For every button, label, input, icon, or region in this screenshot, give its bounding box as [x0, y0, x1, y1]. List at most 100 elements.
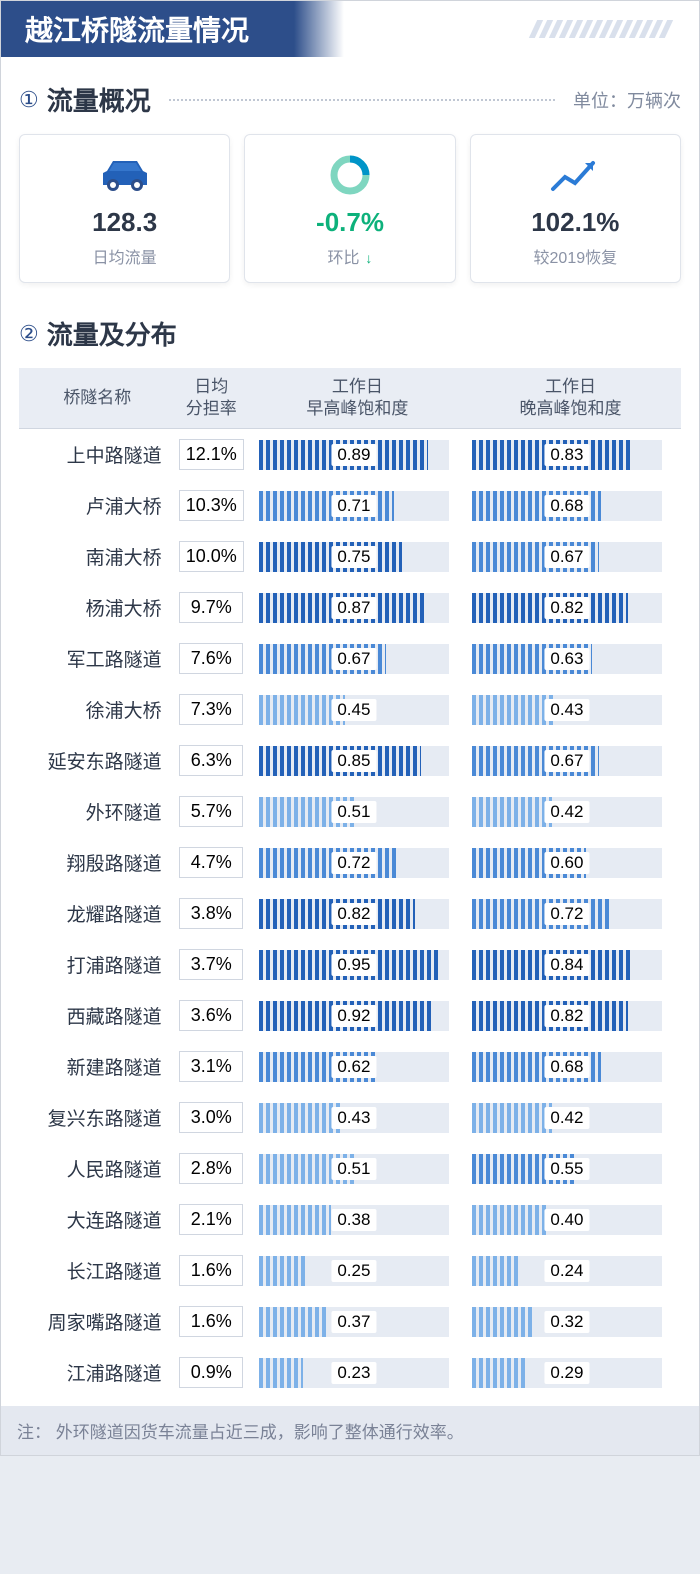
- saturation-bar: 0.38: [259, 1205, 449, 1235]
- bar-value: 0.68: [544, 495, 589, 517]
- saturation-bar: 0.40: [472, 1205, 662, 1235]
- cell-pm-saturation: 0.63: [464, 644, 677, 674]
- saturation-bar: 0.42: [472, 1103, 662, 1133]
- saturation-bar: 0.82: [472, 1001, 662, 1031]
- bar-value: 0.71: [331, 495, 376, 517]
- bar-value: 0.42: [544, 1107, 589, 1129]
- card-value: 102.1%: [481, 207, 670, 238]
- footnote: 注： 外环隧道因货车流量占近三成，影响了整体通行效率。: [1, 1406, 699, 1455]
- saturation-bar: 0.92: [259, 1001, 449, 1031]
- cell-pm-saturation: 0.32: [464, 1307, 677, 1337]
- bar-value: 0.67: [544, 750, 589, 772]
- table-row: 杨浦大桥9.7%0.870.82: [19, 582, 681, 633]
- bar-value: 0.38: [331, 1209, 376, 1231]
- cell-share: 7.6%: [172, 643, 251, 674]
- table-row: 大连路隧道2.1%0.380.40: [19, 1194, 681, 1245]
- table-row: 徐浦大桥7.3% 0.45 0.43: [19, 684, 681, 735]
- cell-name: 新建路隧道: [23, 1053, 172, 1080]
- saturation-bar: 0.82: [472, 593, 662, 623]
- report-body: ① 流量概况 单位：万辆次 128.3日均流量-0.7%环比 ↓102.1%较2…: [1, 57, 699, 1455]
- bar-value: 0.29: [544, 1362, 589, 1384]
- cell-pm-saturation: 0.67: [464, 746, 677, 776]
- saturation-bar: 0.29: [472, 1358, 662, 1388]
- cell-am-saturation: 0.25: [251, 1256, 464, 1286]
- cell-name: 复兴东路隧道: [23, 1104, 172, 1131]
- saturation-bar: 0.23: [259, 1358, 449, 1388]
- cell-am-saturation: 0.87: [251, 593, 464, 623]
- bar-value: 0.82: [544, 597, 589, 619]
- table-row: 龙耀路隧道3.8%0.820.72: [19, 888, 681, 939]
- cell-pm-saturation: 0.82: [464, 1001, 677, 1031]
- cell-name: 周家嘴路隧道: [23, 1308, 172, 1335]
- table-row: 复兴东路隧道3.0%0.43 0.42: [19, 1092, 681, 1143]
- cell-share: 5.7%: [172, 796, 251, 827]
- bar-value: 0.37: [331, 1311, 376, 1333]
- table-row: 人民路隧道2.8% 0.51 0.55: [19, 1143, 681, 1194]
- bar-value: 0.45: [331, 699, 376, 721]
- bar-value: 0.68: [544, 1056, 589, 1078]
- saturation-bar: 0.85: [259, 746, 449, 776]
- saturation-bar: 0.51: [259, 1154, 449, 1184]
- cell-share: 9.7%: [172, 592, 251, 623]
- bar-value: 0.67: [331, 648, 376, 670]
- cell-name: 徐浦大桥: [23, 696, 172, 723]
- cell-share: 3.6%: [172, 1000, 251, 1031]
- divider-dots: [169, 99, 555, 101]
- cell-am-saturation: 0.43: [251, 1103, 464, 1133]
- table-row: 上中路隧道12.1%0.890.83: [19, 429, 681, 480]
- cell-name: 长江路隧道: [23, 1257, 172, 1284]
- column-header: 桥隧名称: [23, 387, 172, 409]
- saturation-bar: 0.63: [472, 644, 662, 674]
- saturation-bar: 0.67: [472, 542, 662, 572]
- table-row: 江浦路隧道0.9%0.230.29: [19, 1347, 681, 1398]
- cell-am-saturation: 0.72: [251, 848, 464, 878]
- saturation-bar: 0.55: [472, 1154, 662, 1184]
- ring-icon: [255, 153, 444, 197]
- cell-share: 2.8%: [172, 1153, 251, 1184]
- cell-share: 3.0%: [172, 1102, 251, 1133]
- column-header: 工作日晚高峰饱和度: [464, 376, 677, 420]
- cell-am-saturation: 0.92: [251, 1001, 464, 1031]
- bar-value: 0.82: [544, 1005, 589, 1027]
- cell-pm-saturation: 0.68: [464, 1052, 677, 1082]
- cell-name: 延安东路隧道: [23, 747, 172, 774]
- cell-share: 1.6%: [172, 1306, 251, 1337]
- saturation-bar: 0.42: [472, 797, 662, 827]
- cell-share: 6.3%: [172, 745, 251, 776]
- cell-am-saturation: 0.51: [251, 797, 464, 827]
- saturation-bar: 0.84: [472, 950, 662, 980]
- table-row: 新建路隧道3.1% 0.62 0.68: [19, 1041, 681, 1092]
- cell-name: 人民路隧道: [23, 1155, 172, 1182]
- cell-am-saturation: 0.45: [251, 695, 464, 725]
- bar-value: 0.62: [331, 1056, 376, 1078]
- cell-share: 3.1%: [172, 1051, 251, 1082]
- cell-name: 军工路隧道: [23, 645, 172, 672]
- saturation-bar: 0.68: [472, 491, 662, 521]
- column-header: 日均分担率: [172, 376, 251, 420]
- bar-value: 0.82: [331, 903, 376, 925]
- cell-share: 0.9%: [172, 1357, 251, 1388]
- section-head-distribution: ② 流量及分布: [19, 315, 681, 352]
- table-row: 南浦大桥10.0%0.750.67: [19, 531, 681, 582]
- card-label: 日均流量: [30, 244, 219, 268]
- table-row: 延安东路隧道6.3% 0.85 0.67: [19, 735, 681, 786]
- bar-value: 0.95: [331, 954, 376, 976]
- table-row: 外环隧道5.7%0.510.42: [19, 786, 681, 837]
- table-header: 桥隧名称日均分担率工作日早高峰饱和度工作日晚高峰饱和度: [19, 368, 681, 429]
- cell-pm-saturation: 0.67: [464, 542, 677, 572]
- saturation-bar: 0.43: [472, 695, 662, 725]
- cell-share: 7.3%: [172, 694, 251, 725]
- cell-share: 3.8%: [172, 898, 251, 929]
- cell-am-saturation: 0.89: [251, 440, 464, 470]
- cell-share: 12.1%: [172, 439, 251, 470]
- section-number-icon: ②: [19, 321, 39, 347]
- cell-pm-saturation: 0.84: [464, 950, 677, 980]
- cell-name: 大连路隧道: [23, 1206, 172, 1233]
- bar-value: 0.85: [331, 750, 376, 772]
- cell-name: 卢浦大桥: [23, 492, 172, 519]
- cell-name: 西藏路隧道: [23, 1002, 172, 1029]
- bar-value: 0.67: [544, 546, 589, 568]
- trend-icon: [481, 153, 670, 197]
- saturation-bar: 0.67: [472, 746, 662, 776]
- bar-value: 0.72: [544, 903, 589, 925]
